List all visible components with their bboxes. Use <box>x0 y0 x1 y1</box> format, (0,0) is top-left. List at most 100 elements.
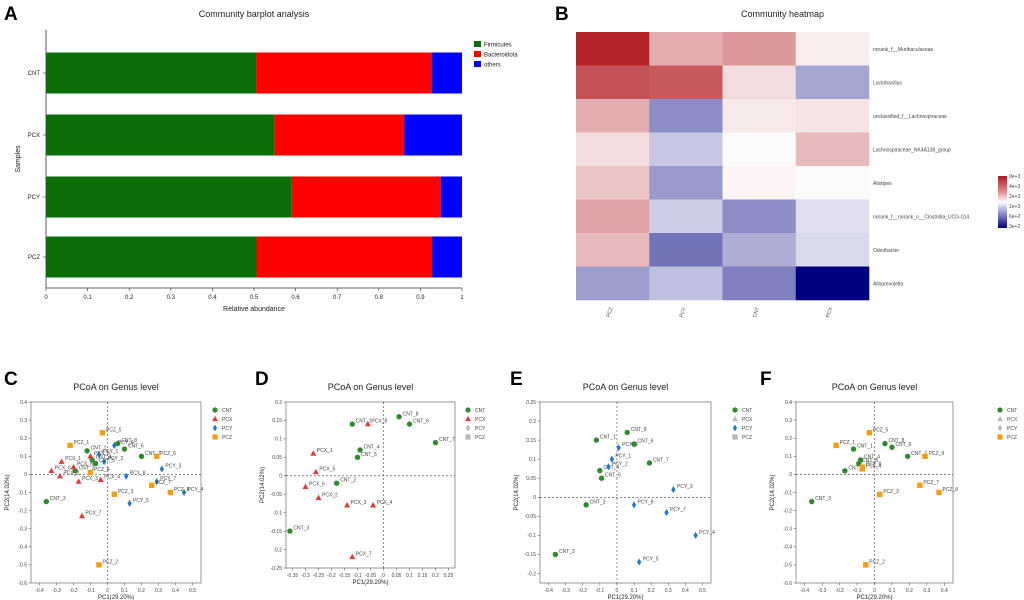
pcoa-x-tick-label: 0.4 <box>172 588 179 594</box>
barplot-chart: Community barplot analysis CNT PCX PCY PCZ 0 0… <box>15 9 518 313</box>
barplot-x-tick-label: 0.2 <box>125 295 134 301</box>
point-pcz_7 <box>149 482 155 488</box>
legend-label-pcy: PCY <box>222 426 233 432</box>
point-label: CNT_6 <box>895 442 911 448</box>
point-label: CNT_1 <box>600 435 616 441</box>
point-cnt_2 <box>583 502 589 508</box>
point-cnt_1 <box>84 448 90 454</box>
pcoa-chart-f: PCoA on Genus level -0.4 -0.3 -0.2 -0.1 0 0.1 0… <box>770 382 1018 600</box>
pcoa-x-tick-label: -0.2 <box>578 588 587 594</box>
pcoa-x-tick-label: 0.1 <box>406 573 413 579</box>
point-label: PCZ_4 <box>866 463 882 469</box>
heatmap-cell <box>576 266 650 301</box>
pcoa-y-tick-label: -0.05 <box>525 514 537 520</box>
pcoa-x-tick-label: 0.1 <box>888 588 895 594</box>
heatmap-cell <box>649 199 723 234</box>
pcoa-y-tick-label: 0.2 <box>20 436 27 442</box>
legend-marker-cnt <box>732 407 738 413</box>
point-pcx_5 <box>312 468 319 475</box>
heatmap-cell <box>795 266 870 301</box>
pcoa-y-tick-label: -0.1 <box>783 490 792 496</box>
point-pcx_2 <box>315 494 322 501</box>
legend-label-pcx: PCX <box>742 417 753 423</box>
point-label: CNT_6 <box>413 419 429 425</box>
point-label: PCZ_1 <box>74 440 90 446</box>
point-pcy_5 <box>637 558 642 566</box>
legend-label-pcz: PCZ <box>222 435 232 441</box>
point-label: CNT_7 <box>653 457 669 463</box>
point-label: CNT_3 <box>50 496 66 502</box>
point-pcz_8 <box>936 489 942 496</box>
pcoa-y-tick-label: -0.4 <box>783 545 792 551</box>
point-label: CNT_6 <box>638 438 654 444</box>
heatmap-cell <box>649 233 723 267</box>
pcoa-y-tick-label: 0.15 <box>272 418 282 424</box>
heatmap-row-label: norank_f__norank_o__Clostridia_UCG-014 <box>873 214 969 220</box>
point-cnt_3 <box>43 498 49 505</box>
pcoa-y-tick-label: 0.4 <box>20 400 27 406</box>
heatmap-cell <box>649 132 723 167</box>
point-label: PCY_5 <box>643 557 659 563</box>
bar-pcz-bacteroidota <box>256 236 433 278</box>
barplot-x-tick-label: 1 <box>460 295 464 301</box>
point-pcy_8 <box>631 501 637 509</box>
pcoa-y-tick-label: -0.3 <box>18 527 27 533</box>
legend-label-pcx: PCX <box>1007 417 1018 423</box>
pcoa-chart-d: PCoA on Genus level-0.35 -0.3 -0.25 -0.2 -0.… <box>260 382 486 586</box>
heatmap-row-label: Alloprevotella <box>873 281 903 287</box>
legend-marker-cnt <box>212 407 218 413</box>
point-label: CNT_4 <box>864 454 880 460</box>
heatmap-cell <box>795 166 870 200</box>
pcoa-x-tick-label: 0.05 <box>392 573 402 579</box>
point-label: PCZ_1 <box>840 440 856 446</box>
point-cnt_2 <box>334 480 340 486</box>
bar-pcx-others <box>404 114 462 156</box>
barplot-title: Community barplot analysis <box>199 9 310 19</box>
legend-marker-pcy <box>997 424 1003 432</box>
legend-label-pcy: PCY <box>1007 426 1018 432</box>
pcoa-y-tick-label: 0 <box>789 472 792 478</box>
panel-label-b: B <box>555 4 569 25</box>
pcoa-y-tick-label: -0.2 <box>273 547 282 553</box>
bar-pcx-firmicutes <box>46 114 275 156</box>
point-label: CNT_5 <box>361 452 377 458</box>
point-label: CNT_2 <box>590 499 606 505</box>
point-label: CNT_5 <box>605 473 621 479</box>
point-label: CNT_4 <box>96 454 112 460</box>
point-pcx_6 <box>48 467 55 473</box>
heatmap-cell <box>795 233 870 267</box>
heatmap-row-label: Alistipes <box>873 181 892 187</box>
colorbar-label: 9e+3 <box>1009 174 1020 180</box>
pcoa-x-tick-label: -0.35 <box>287 573 299 579</box>
point-label: PCX_2 <box>322 492 338 498</box>
point-pcx_8 <box>364 420 371 427</box>
pcoa-y-tick-label: -0.1 <box>273 510 282 516</box>
point-label: PCX_3 <box>351 500 367 506</box>
heatmap-cell <box>649 166 723 200</box>
point-label: CNT_3 <box>815 496 831 502</box>
heatmap-cell <box>649 32 723 66</box>
barplot-x-tick-label: 0.4 <box>208 295 217 301</box>
pcoa-x-label: PC1(29.20%) <box>607 595 643 600</box>
point-label: CNT_5 <box>862 458 878 464</box>
pcoa-y-tick-label: 0.2 <box>529 419 536 425</box>
heatmap-row-label: Odoribacter <box>873 248 899 254</box>
panel-label-c: C <box>4 369 18 390</box>
legend-swatch-others <box>474 61 481 67</box>
legend-marker-pcx <box>732 415 738 422</box>
heatmap-cell <box>576 166 650 200</box>
point-label: CNT_8 <box>121 438 137 444</box>
point-cnt_4 <box>89 457 95 463</box>
heatmap-cell <box>722 166 797 200</box>
point-pcx_1 <box>58 458 65 464</box>
point-label: PCZ_8 <box>174 487 190 493</box>
barplot-category-label: PCY <box>28 195 40 201</box>
point-cnt_8 <box>115 440 121 447</box>
point-label: CNT_7 <box>911 451 927 457</box>
point-label: PCZ_4 <box>94 467 110 473</box>
heatmap-cell <box>795 199 870 234</box>
pcoa-y-tick-label: 0.1 <box>275 437 282 443</box>
legend-label-pcz: PCZ <box>1007 435 1017 441</box>
point-pcz_5 <box>99 430 106 436</box>
heatmap-title: Community heatmap <box>741 9 824 19</box>
